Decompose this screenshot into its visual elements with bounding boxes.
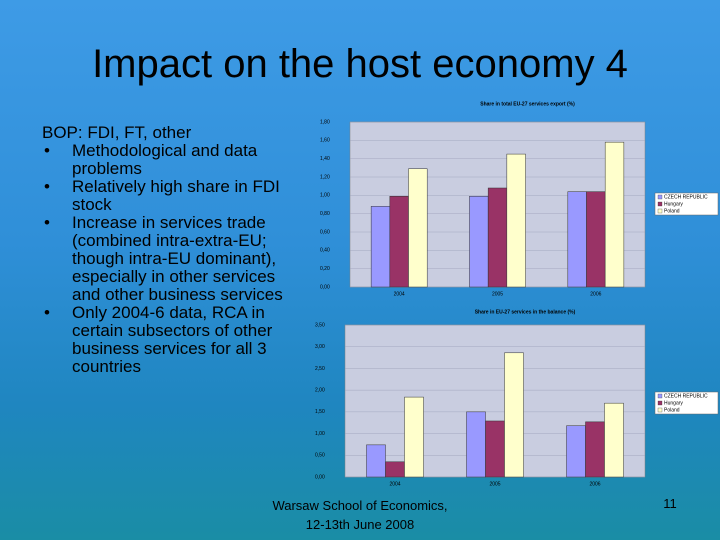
- y-tick-label: 1,00: [315, 431, 325, 437]
- legend-swatch: [657, 208, 663, 214]
- bar: [404, 396, 424, 478]
- x-tick-label: 2005: [492, 291, 503, 297]
- bar: [567, 191, 587, 288]
- legend-label: CZECH REPUBLIC: [664, 194, 708, 200]
- y-tick-label: 0,00: [320, 284, 330, 290]
- bar: [385, 461, 405, 478]
- bar: [566, 425, 586, 478]
- x-tick-label: 2004: [394, 291, 405, 297]
- y-tick-label: 3,00: [315, 344, 325, 350]
- legend-swatch: [657, 393, 663, 399]
- legend-label: Hungary: [664, 400, 683, 406]
- y-tick-label: 0,00: [315, 474, 325, 480]
- footer: Warsaw School of Economics, 12-13th June…: [240, 496, 480, 534]
- bullet: Only 2004-6 data, RCA in certain subsect…: [42, 304, 300, 376]
- y-tick-label: 1,20: [320, 174, 330, 180]
- legend-swatch: [657, 400, 663, 406]
- y-tick-label: 0,50: [315, 453, 325, 459]
- bullet: Methodological and data problems: [42, 142, 300, 178]
- heading: BOP: FDI, FT, other: [42, 123, 192, 142]
- y-tick-label: 1,40: [320, 156, 330, 162]
- x-tick-label: 2006: [589, 481, 600, 487]
- legend-box: [654, 192, 719, 216]
- bullet-list: Methodological and data problemsRelative…: [42, 142, 300, 376]
- slide-body: BOP: FDI, FT, other Methodological and d…: [42, 124, 300, 376]
- bar: [466, 411, 486, 478]
- y-tick-label: 1,00: [320, 193, 330, 199]
- bar: [506, 153, 526, 288]
- x-tick-label: 2004: [389, 481, 400, 487]
- bar: [585, 421, 605, 478]
- footer-line: Warsaw School of Economics,: [272, 498, 448, 513]
- bar: [604, 402, 624, 478]
- footer-line: 12-13th June 2008: [305, 517, 415, 532]
- bar: [366, 444, 386, 478]
- chart-title: Share in EU-27 services in the balance (…: [475, 309, 576, 315]
- legend-label: CZECH REPUBLIC: [664, 393, 708, 399]
- legend-label: Poland: [664, 208, 680, 214]
- y-tick-label: 0,60: [320, 229, 330, 235]
- bar: [469, 196, 489, 288]
- bar: [408, 168, 428, 288]
- y-tick-label: 1,50: [315, 409, 325, 415]
- legend-swatch: [657, 407, 663, 413]
- bar: [370, 206, 391, 288]
- page-number: 11: [663, 496, 677, 511]
- legend-box: [654, 391, 719, 415]
- y-tick-label: 1,60: [320, 138, 330, 144]
- y-tick-label: 3,50: [315, 322, 325, 328]
- legend-label: Hungary: [664, 201, 683, 207]
- y-tick-label: 0,20: [320, 266, 330, 272]
- bullet: Relatively high share in FDI stock: [42, 178, 300, 214]
- bar: [504, 352, 524, 478]
- y-tick-label: 2,50: [315, 366, 325, 372]
- bar: [604, 141, 625, 288]
- bar: [586, 191, 606, 288]
- chart-title: Share in total EU-27 services export (%): [480, 101, 575, 107]
- bar: [485, 420, 505, 478]
- x-tick-label: 2006: [590, 291, 601, 297]
- y-tick-label: 2,00: [315, 387, 325, 393]
- legend-label: Poland: [664, 407, 680, 413]
- y-tick-label: 0,40: [320, 248, 330, 254]
- legend-swatch: [657, 201, 663, 207]
- x-tick-label: 2005: [489, 481, 500, 487]
- y-tick-label: 0,80: [320, 211, 330, 217]
- slide-title: Impact on the host economy 4: [92, 42, 628, 86]
- bar: [487, 187, 508, 288]
- bar: [389, 196, 409, 288]
- legend-swatch: [657, 194, 663, 200]
- bullet: Increase in services trade (combined int…: [42, 214, 300, 304]
- y-tick-label: 1,80: [320, 119, 330, 125]
